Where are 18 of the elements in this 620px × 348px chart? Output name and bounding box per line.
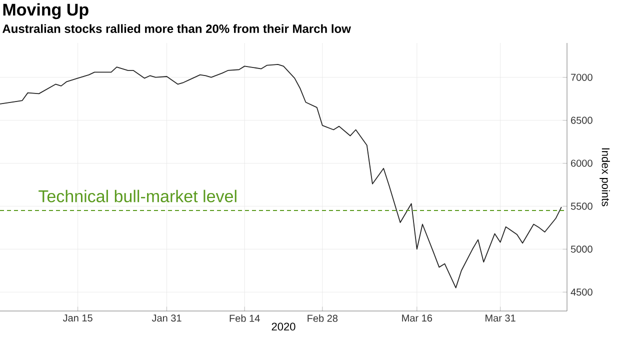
- y-tick-label: 5500: [570, 202, 592, 210]
- x-tick-label: Mar 16: [402, 314, 432, 322]
- x-tick-label: Feb 28: [308, 314, 338, 322]
- x-axis-title: 2020: [272, 322, 296, 331]
- x-tick-label: Feb 14: [230, 314, 260, 322]
- y-tick-label: 7000: [571, 74, 592, 81]
- y-axis-title: Index points: [600, 148, 610, 206]
- x-tick-label: Jan 15: [62, 314, 92, 322]
- chart-title: Moving Up: [3, 3, 88, 20]
- chart-subtitle: Australian stocks rallied more than 20% from their March low: [2, 24, 351, 33]
- y-tick-label: 6500: [571, 116, 592, 124]
- ref-line-label: Technical bull-market level: [38, 190, 236, 202]
- line-series: [0, 64, 562, 288]
- x-tick-label: Jan 31: [152, 314, 182, 322]
- y-tick-label: 5000: [570, 246, 592, 253]
- y-tick-label: 6000: [571, 160, 592, 167]
- y-tick-label: 4500: [570, 288, 592, 296]
- x-tick-label: Mar 31: [486, 314, 516, 322]
